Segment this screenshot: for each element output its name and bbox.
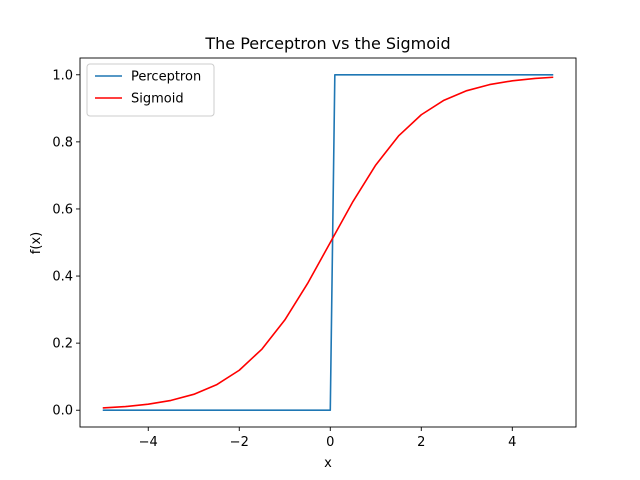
axes-frame [79,57,577,428]
axes-background [80,58,576,427]
chart-title: The Perceptron vs the Sigmoid [204,34,450,53]
legend: Perceptron Sigmoid [86,63,215,117]
y-tick-label: 0.8 [52,135,73,150]
legend-label-perceptron: Perceptron [131,70,201,85]
x-tick-label: −4 [139,435,158,450]
x-axis-ticks: −4 −2 0 2 4 [139,427,516,450]
y-tick-label: 0.6 [52,202,73,217]
y-tick-label: 0.2 [52,337,73,352]
x-axis-label: x [324,456,332,471]
series-layer [102,73,554,412]
x-tick-label: 0 [326,435,334,450]
y-tick-label: 0.4 [52,270,73,285]
series-line-sigmoid [102,76,554,409]
x-tick-label: 4 [508,435,516,450]
x-tick-label: 2 [417,435,425,450]
plot-area [80,58,576,427]
legend-box [86,63,215,117]
y-axis-ticks: 0.0 0.2 0.4 0.6 0.8 1.0 [52,68,80,419]
y-axis-label: f(x) [29,232,44,254]
y-tick-label: 0.0 [52,404,73,419]
legend-label-sigmoid: Sigmoid [131,92,184,107]
axes-border [79,57,577,428]
y-tick-label: 1.0 [52,68,73,83]
x-tick-label: −2 [230,435,249,450]
series-line-perceptron [102,73,554,412]
